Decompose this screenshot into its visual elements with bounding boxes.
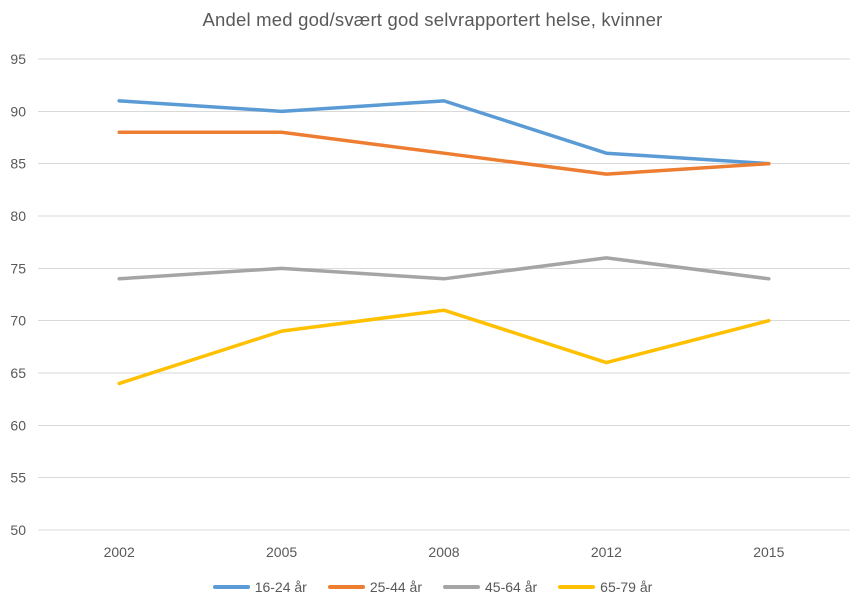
legend: 16-24 år 25-44 år 45-64 år 65-79 år bbox=[0, 580, 865, 594]
x-axis-tick-label: 2002 bbox=[104, 544, 135, 560]
legend-swatch bbox=[558, 585, 596, 589]
legend-item: 25-44 år bbox=[327, 579, 422, 595]
y-axis-tick-label: 90 bbox=[10, 103, 26, 119]
legend-label: 45-64 år bbox=[485, 579, 538, 595]
legend-item: 16-24 år bbox=[212, 579, 307, 595]
series-line-0 bbox=[117, 99, 771, 166]
y-axis-tick-label: 60 bbox=[10, 417, 26, 433]
x-axis-tick-label: 2012 bbox=[591, 544, 622, 560]
legend-label: 16-24 år bbox=[254, 579, 307, 595]
y-axis-tick-label: 70 bbox=[10, 313, 26, 329]
legend-swatch bbox=[327, 585, 365, 589]
legend-swatch bbox=[212, 585, 250, 589]
y-axis-tick-label: 80 bbox=[10, 208, 26, 224]
legend-label: 65-79 år bbox=[600, 579, 653, 595]
y-axis-tick-label: 50 bbox=[10, 522, 26, 538]
y-axis-tick-label: 95 bbox=[10, 51, 26, 67]
y-axis-tick-label: 55 bbox=[10, 470, 26, 486]
x-axis-tick-label: 2015 bbox=[753, 544, 784, 560]
y-axis-tick-label: 65 bbox=[10, 365, 26, 381]
x-axis-tick-label: 2008 bbox=[428, 544, 459, 560]
chart-title: Andel med god/svært god selvrapportert h… bbox=[202, 9, 663, 30]
y-axis-tick-label: 85 bbox=[10, 156, 26, 172]
x-axis-tick-label: 2005 bbox=[266, 544, 297, 560]
y-axis-tick-label: 75 bbox=[10, 260, 26, 276]
legend-item: 65-79 år bbox=[558, 580, 652, 594]
series-line-1 bbox=[117, 130, 771, 176]
legend-item: 45-64 år bbox=[443, 580, 537, 594]
series-line-2 bbox=[117, 256, 771, 281]
legend-swatch bbox=[443, 585, 480, 589]
series-line-3 bbox=[117, 308, 771, 386]
legend-label: 25-44 år bbox=[369, 579, 422, 595]
